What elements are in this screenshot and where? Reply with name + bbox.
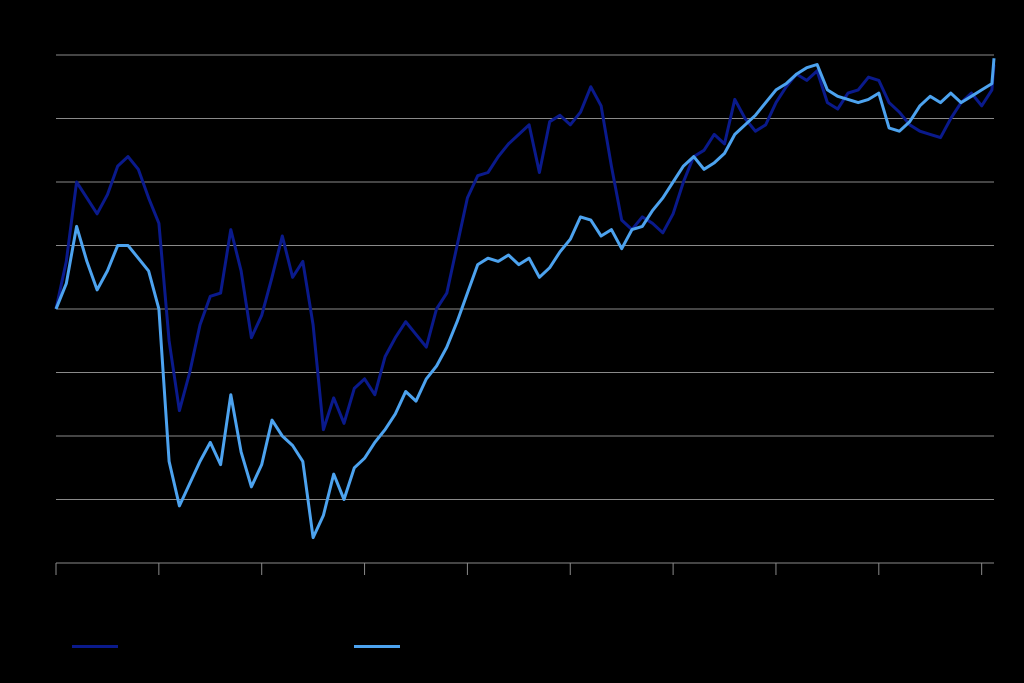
y-tick-label: -6: [25, 491, 40, 510]
y-tick-label: 6: [31, 110, 40, 129]
month-labels: jan feb mar apr maj jun jul aug sep: [95, 581, 944, 600]
y-tick-label: 2: [31, 237, 40, 256]
month-label: jul: [715, 581, 733, 600]
month-label: sep: [917, 581, 944, 600]
legend-item-cykliska: Cykliska sektorer: [72, 636, 263, 657]
legend-item-defensiva: Defensiva sektorer: [354, 636, 558, 657]
series-line-defensiva: [54, 58, 996, 540]
gridlines: [56, 54, 994, 564]
y-tick-label: 8: [31, 46, 40, 65]
y-tick-label: 4: [31, 173, 40, 192]
month-label: maj: [505, 581, 532, 600]
y-tick-label: -8: [25, 554, 40, 573]
y-tick-label: 0: [31, 300, 40, 319]
legend-label-defensiva: Defensiva sektorer: [408, 636, 559, 656]
y-unit-label: %, EUR: [46, 8, 111, 28]
month-label: feb: [198, 581, 222, 600]
legend-swatch-cykliska: [72, 645, 118, 648]
month-label: jan: [95, 581, 119, 600]
series-line-cykliska: [54, 64, 996, 432]
legend-label-cykliska: Cykliska sektorer: [126, 636, 264, 656]
x-year-label: 2018: [496, 610, 537, 630]
y-tick-label: -2: [25, 364, 40, 383]
legend-swatch-defensiva: [354, 645, 400, 648]
month-label: mar: [298, 581, 328, 600]
month-label: aug: [813, 581, 841, 600]
y-tick-label: -4: [25, 427, 40, 446]
x-axis: [55, 562, 994, 575]
month-label: jun: [609, 581, 633, 600]
month-label: apr: [404, 581, 429, 600]
series-lines: [54, 58, 996, 540]
y-tick-labels: -8 -6 -4 -2 0 2 4 6 8: [25, 46, 40, 573]
